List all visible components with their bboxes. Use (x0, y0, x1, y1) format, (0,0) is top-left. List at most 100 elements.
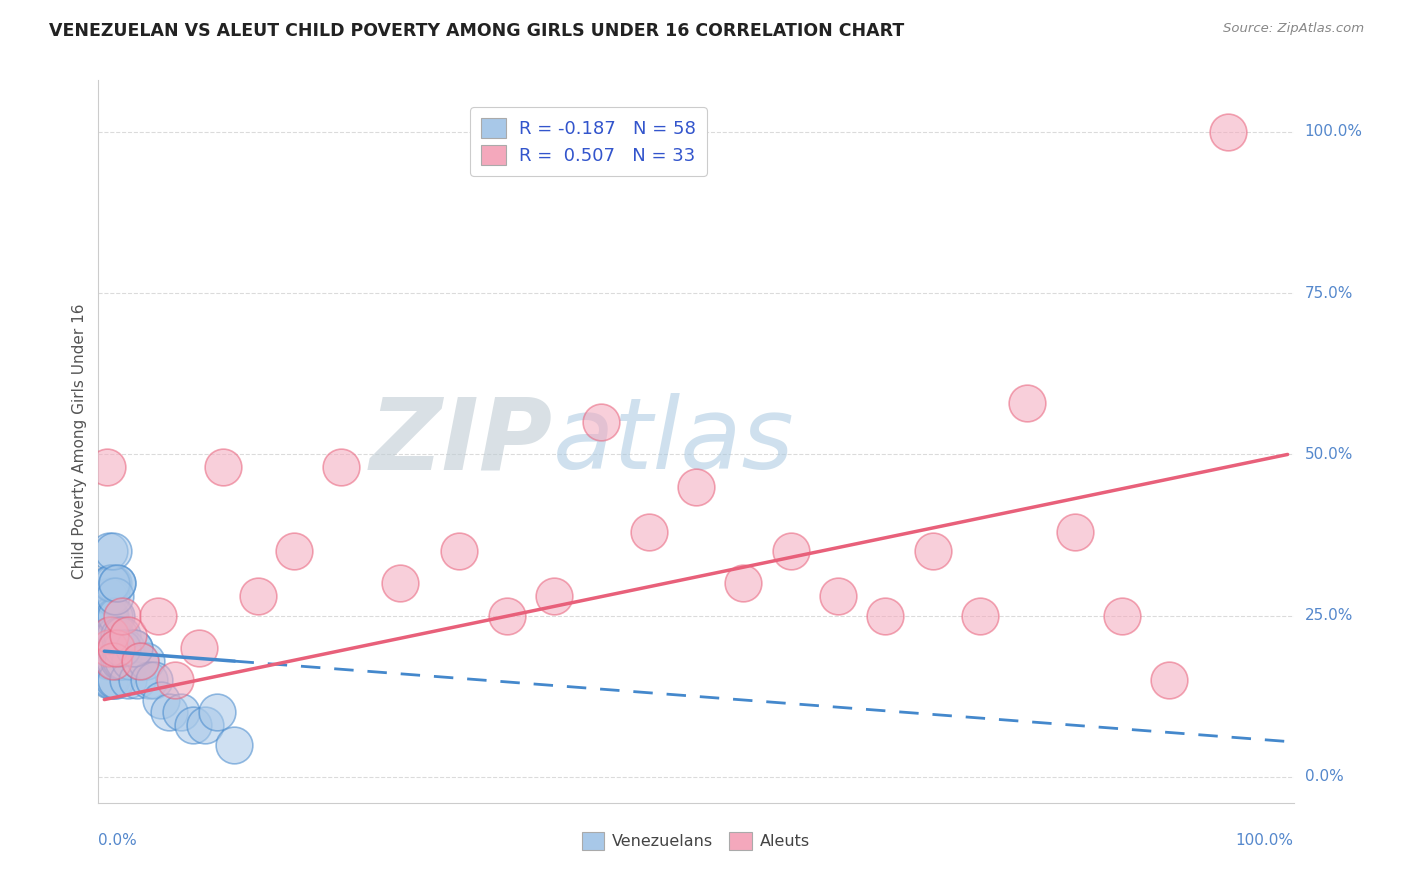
Point (1111, 608, 1133, 623)
Point (100, 576, 122, 591)
Point (170, 706, 193, 720)
Text: ZIP: ZIP (370, 393, 553, 490)
Point (875, 608, 897, 623)
Point (247, 590, 270, 604)
Text: 0.0%: 0.0% (98, 833, 138, 848)
Point (103, 608, 125, 623)
Point (138, 673, 160, 688)
Point (104, 654, 127, 668)
Point (98, 608, 121, 623)
Point (205, 706, 228, 720)
Point (103, 673, 125, 688)
Point (330, 460, 353, 475)
Text: 100.0%: 100.0% (1305, 124, 1362, 139)
Point (98, 640, 121, 655)
Point (104, 628, 127, 642)
Point (98, 576, 121, 591)
Point (98, 654, 121, 668)
Point (637, 524, 659, 539)
Point (150, 692, 173, 706)
Y-axis label: Child Poverty Among Girls Under 16: Child Poverty Among Girls Under 16 (72, 304, 87, 579)
Point (101, 544, 124, 558)
Point (224, 738, 246, 752)
Point (98, 608, 121, 623)
Point (157, 706, 180, 720)
Point (97, 654, 120, 668)
Point (779, 544, 801, 558)
Point (105, 608, 128, 623)
Point (120, 654, 142, 668)
Point (111, 628, 134, 642)
Text: 0.0%: 0.0% (1305, 770, 1343, 784)
Point (1159, 673, 1181, 688)
Point (105, 640, 128, 655)
Point (449, 544, 471, 558)
Point (98, 640, 121, 655)
Point (101, 576, 124, 591)
Point (100, 673, 122, 688)
Point (97, 590, 120, 604)
Point (111, 608, 134, 623)
Point (110, 654, 132, 668)
Point (128, 654, 150, 668)
Point (1218, 125, 1240, 139)
Point (98, 628, 121, 642)
Point (181, 718, 204, 732)
Point (211, 460, 233, 475)
Point (100, 628, 122, 642)
Point (127, 673, 149, 688)
Point (827, 590, 849, 604)
Text: 25.0%: 25.0% (1305, 608, 1353, 624)
Point (105, 576, 128, 591)
Point (188, 640, 211, 655)
Point (685, 480, 707, 494)
Point (98, 654, 121, 668)
Point (105, 576, 128, 591)
Point (128, 654, 150, 668)
Point (969, 608, 991, 623)
Point (98, 673, 121, 688)
Point (101, 628, 124, 642)
Point (114, 640, 136, 655)
Point (96, 640, 118, 655)
Text: Source: ZipAtlas.com: Source: ZipAtlas.com (1223, 22, 1364, 36)
Point (146, 608, 169, 623)
Point (107, 654, 129, 668)
Point (283, 544, 305, 558)
Point (98, 628, 121, 642)
Text: 100.0%: 100.0% (1236, 833, 1294, 848)
Point (543, 590, 565, 604)
Point (117, 628, 139, 642)
Point (135, 654, 157, 668)
Point (165, 673, 187, 688)
Point (117, 673, 139, 688)
Point (107, 628, 129, 642)
Point (100, 590, 122, 604)
Point (194, 718, 217, 732)
Legend: Venezuelans, Aleuts: Venezuelans, Aleuts (575, 826, 817, 856)
Point (98, 544, 121, 558)
Point (100, 654, 122, 668)
Point (122, 640, 145, 655)
Point (103, 640, 125, 655)
Point (921, 544, 943, 558)
Point (101, 654, 124, 668)
Point (591, 415, 613, 429)
Point (101, 654, 124, 668)
Point (105, 640, 128, 655)
Point (96, 460, 118, 475)
Text: VENEZUELAN VS ALEUT CHILD POVERTY AMONG GIRLS UNDER 16 CORRELATION CHART: VENEZUELAN VS ALEUT CHILD POVERTY AMONG … (49, 22, 904, 40)
Point (111, 640, 134, 655)
Point (98, 628, 121, 642)
Point (108, 640, 131, 655)
Point (389, 576, 412, 591)
Point (495, 608, 517, 623)
Point (1017, 396, 1039, 410)
Point (97, 608, 120, 623)
Point (104, 590, 127, 604)
Point (733, 576, 755, 591)
Point (143, 673, 166, 688)
Text: 75.0%: 75.0% (1305, 285, 1353, 301)
Point (105, 673, 128, 688)
Point (1063, 524, 1085, 539)
